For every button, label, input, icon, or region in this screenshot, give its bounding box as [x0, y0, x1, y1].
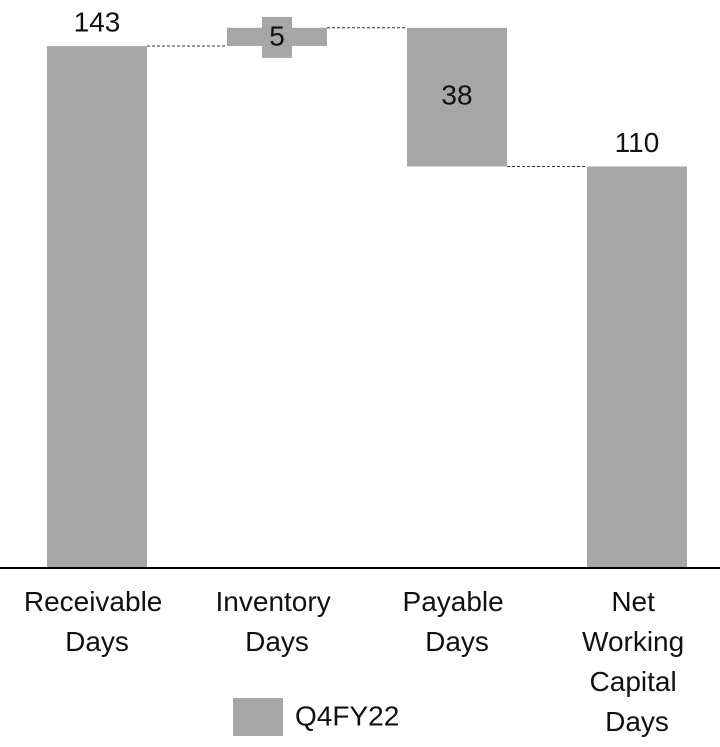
data-label-box — [262, 16, 292, 58]
legend-label: Q4FY22 — [295, 700, 399, 731]
data-label: 143 — [74, 6, 121, 37]
legend-swatch — [233, 698, 283, 736]
bar — [47, 46, 147, 569]
data-label: 5 — [269, 20, 285, 51]
x-tick-label: Inventory Days — [216, 586, 339, 657]
bar — [407, 27, 507, 167]
data-label: 110 — [615, 127, 660, 158]
data-label: 38 — [441, 80, 472, 111]
x-tick-label: Payable Days — [403, 586, 512, 657]
bar — [587, 166, 687, 568]
x-tick-label: Receivable Days — [24, 586, 170, 657]
x-tick-label: Net Working Capital Days — [582, 586, 692, 737]
